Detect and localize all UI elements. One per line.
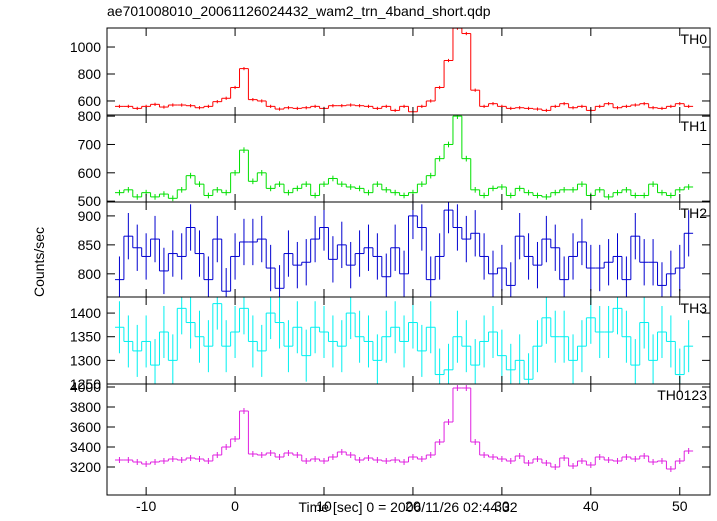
y-tick-label: 850	[78, 237, 102, 253]
x-axis-label: Time [sec] 0 = 2006/11/26 02:44:32	[298, 499, 517, 515]
y-tick-label: 500	[78, 193, 102, 209]
x-tick-label: 40	[583, 498, 599, 514]
y-axis-label: Counts/sec	[31, 227, 47, 297]
panel-label: TH0	[681, 31, 708, 47]
panel-data	[115, 202, 694, 297]
panel-label: TH2	[681, 205, 708, 221]
y-tick-label: 3400	[70, 439, 101, 455]
y-tick-label: 1250	[70, 376, 101, 392]
y-tick-label: 4000	[70, 379, 101, 395]
x-tick-label: 0	[231, 498, 239, 514]
y-tick-label: 3800	[70, 399, 101, 415]
x-tick-label: 30	[494, 498, 510, 514]
x-tick-label: 50	[672, 498, 688, 514]
panel-frame	[106, 383, 711, 496]
y-tick-label: 3600	[70, 419, 101, 435]
y-tick-label: 800	[78, 266, 102, 282]
y-tick-label: 600	[78, 93, 102, 109]
x-tick-label: 20	[405, 498, 421, 514]
y-tick-label: 1350	[70, 329, 101, 345]
y-tick-label: 700	[78, 136, 102, 152]
panel-data	[115, 28, 694, 114]
y-tick-label: 1400	[70, 305, 101, 321]
chart-title: ae701008010_20061126024432_wam2_trn_4ban…	[107, 3, 491, 19]
panel-label: TH1	[681, 118, 708, 134]
panel-label: TH0123	[657, 387, 707, 403]
panel-data	[115, 385, 694, 472]
panel-frame	[106, 114, 711, 203]
y-tick-label: 600	[78, 165, 102, 181]
x-tick-label: -10	[136, 498, 156, 514]
y-tick-label: 800	[78, 108, 102, 124]
y-tick-label: 1000	[70, 39, 101, 55]
panel-label: TH3	[681, 300, 708, 316]
y-tick-label: 1300	[70, 352, 101, 368]
y-tick-label: 3200	[70, 459, 101, 475]
x-tick-label: 10	[316, 498, 332, 514]
y-tick-label: 900	[78, 208, 102, 224]
panel-data	[115, 115, 694, 202]
panel-frame	[106, 27, 711, 116]
y-tick-label: 800	[78, 66, 102, 82]
panel-data	[115, 297, 694, 384]
